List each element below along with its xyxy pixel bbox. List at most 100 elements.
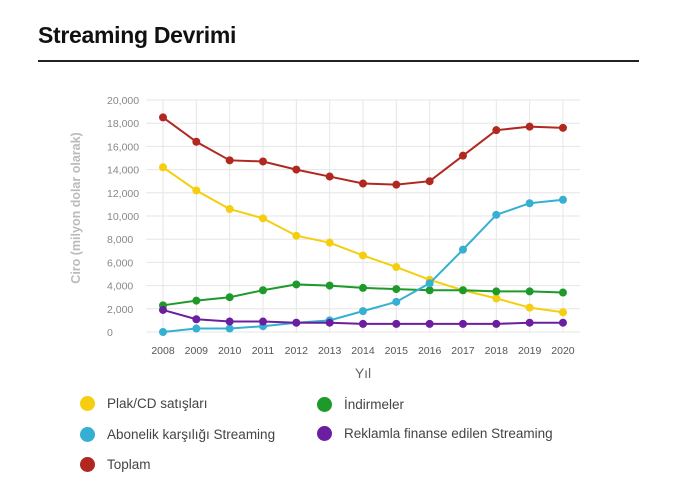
data-point	[159, 113, 167, 122]
data-point	[358, 283, 367, 292]
data-point	[325, 172, 334, 181]
series-toplam	[159, 113, 567, 189]
data-point	[225, 317, 234, 326]
data-point	[292, 318, 301, 327]
data-point	[292, 165, 301, 174]
data-point	[525, 318, 534, 327]
y-tick-label: 2,000	[107, 304, 133, 316]
data-point	[325, 238, 334, 247]
x-tick-label: 2016	[418, 345, 442, 357]
data-point	[358, 307, 367, 316]
legend-swatch	[317, 426, 332, 441]
data-point	[358, 319, 367, 328]
data-point	[192, 324, 201, 333]
y-tick-label: 0	[107, 327, 113, 339]
data-point	[192, 315, 201, 324]
x-tick-label: 2019	[518, 345, 542, 357]
data-point	[492, 319, 501, 328]
legend-item-indirmeler: İndirmeler	[317, 397, 404, 412]
data-point	[525, 122, 534, 131]
x-tick-label: 2009	[185, 345, 209, 357]
y-tick-label: 8,000	[107, 234, 133, 246]
chart-series	[159, 113, 567, 336]
y-tick-label: 18,000	[107, 118, 139, 130]
y-tick-label: 4,000	[107, 281, 133, 293]
data-point	[225, 293, 234, 302]
data-point	[425, 286, 434, 295]
x-tick-label: 2013	[318, 345, 342, 357]
x-tick-label: 2015	[385, 345, 409, 357]
data-point	[159, 163, 167, 172]
data-point	[225, 324, 234, 333]
legend-item-plak-cd: Plak/CD satışları	[80, 396, 208, 411]
data-point	[225, 156, 234, 165]
data-point	[325, 318, 334, 327]
data-point	[558, 318, 567, 327]
data-point	[358, 179, 367, 188]
data-point	[492, 287, 501, 296]
legend-swatch	[80, 396, 95, 411]
x-tick-label: 2017	[451, 345, 475, 357]
legend-swatch	[80, 457, 95, 472]
data-point	[358, 251, 367, 260]
data-point	[392, 297, 401, 306]
data-point	[392, 319, 401, 328]
y-tick-label: 20,000	[107, 95, 139, 107]
data-point	[192, 186, 201, 195]
data-point	[525, 303, 534, 312]
data-point	[258, 214, 267, 223]
legend-item-toplam: Toplam	[80, 457, 151, 472]
data-point	[492, 126, 501, 135]
legend-label: Plak/CD satışları	[107, 396, 208, 411]
y-tick-labels: 0 2,000 4,000 6,000 8,000 10,000 12,000 14,000 1…	[107, 95, 139, 339]
data-point	[558, 308, 567, 317]
data-point	[525, 199, 534, 208]
data-point	[292, 231, 301, 240]
x-axis-label: Yıl	[355, 365, 371, 381]
data-point	[392, 263, 401, 272]
legend-swatch	[317, 397, 332, 412]
data-point	[425, 319, 434, 328]
x-tick-label: 2020	[551, 345, 575, 357]
y-tick-label: 12,000	[107, 188, 139, 200]
title-divider	[38, 60, 639, 62]
data-point	[458, 151, 467, 160]
legend-label: Toplam	[107, 457, 151, 472]
legend-label: İndirmeler	[344, 397, 405, 412]
data-point	[558, 123, 567, 132]
data-point	[192, 296, 201, 305]
x-tick-label: 2008	[151, 345, 175, 357]
data-point	[492, 294, 501, 303]
data-point	[159, 328, 167, 336]
data-point	[392, 180, 401, 189]
legend-item-abonelik: Abonelik karşılığı Streaming	[80, 427, 275, 442]
series-reklamla-finanse-edilen-streaming	[159, 305, 567, 328]
data-point	[458, 286, 467, 295]
page-title: Streaming Devrimi	[38, 22, 237, 48]
legend-swatch	[80, 427, 95, 442]
y-tick-label: 6,000	[107, 257, 133, 269]
data-point	[558, 195, 567, 204]
data-point	[258, 157, 267, 166]
series-i-ndirmeler	[159, 280, 567, 310]
data-point	[258, 286, 267, 295]
data-point	[525, 287, 534, 296]
data-point	[558, 288, 567, 297]
y-axis-label: Ciro (milyon dolar olarak)	[69, 132, 83, 283]
x-tick-label: 2010	[218, 345, 242, 357]
data-point	[392, 285, 401, 294]
data-point	[192, 137, 201, 146]
legend-item-reklam: Reklamla finanse edilen Streaming	[317, 426, 553, 441]
data-point	[425, 279, 434, 288]
y-tick-label: 10,000	[107, 211, 139, 223]
x-tick-label: 2012	[285, 345, 309, 357]
x-tick-label: 2011	[252, 345, 275, 357]
data-point	[425, 177, 434, 186]
data-point	[458, 319, 467, 328]
data-point	[258, 317, 267, 326]
chart-grid	[146, 99, 580, 333]
data-point	[458, 245, 467, 254]
data-point	[225, 205, 234, 214]
data-point	[492, 210, 501, 219]
